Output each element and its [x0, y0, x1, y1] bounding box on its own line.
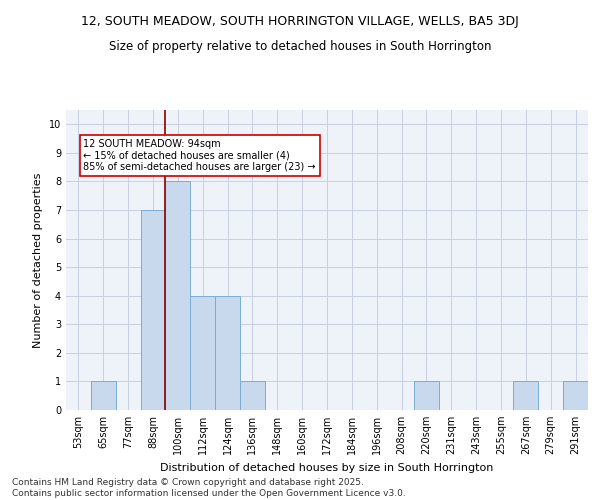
- Bar: [240, 382, 265, 410]
- Bar: [414, 382, 439, 410]
- Text: 12, SOUTH MEADOW, SOUTH HORRINGTON VILLAGE, WELLS, BA5 3DJ: 12, SOUTH MEADOW, SOUTH HORRINGTON VILLA…: [81, 15, 519, 28]
- X-axis label: Distribution of detached houses by size in South Horrington: Distribution of detached houses by size …: [160, 462, 494, 472]
- Text: 12 SOUTH MEADOW: 94sqm
← 15% of detached houses are smaller (4)
85% of semi-deta: 12 SOUTH MEADOW: 94sqm ← 15% of detached…: [83, 138, 316, 172]
- Bar: [91, 382, 116, 410]
- Bar: [563, 382, 588, 410]
- Bar: [514, 382, 538, 410]
- Bar: [215, 296, 240, 410]
- Text: Contains HM Land Registry data © Crown copyright and database right 2025.
Contai: Contains HM Land Registry data © Crown c…: [12, 478, 406, 498]
- Bar: [140, 210, 166, 410]
- Y-axis label: Number of detached properties: Number of detached properties: [34, 172, 43, 348]
- Text: Size of property relative to detached houses in South Horrington: Size of property relative to detached ho…: [109, 40, 491, 53]
- Bar: [166, 182, 190, 410]
- Bar: [190, 296, 215, 410]
